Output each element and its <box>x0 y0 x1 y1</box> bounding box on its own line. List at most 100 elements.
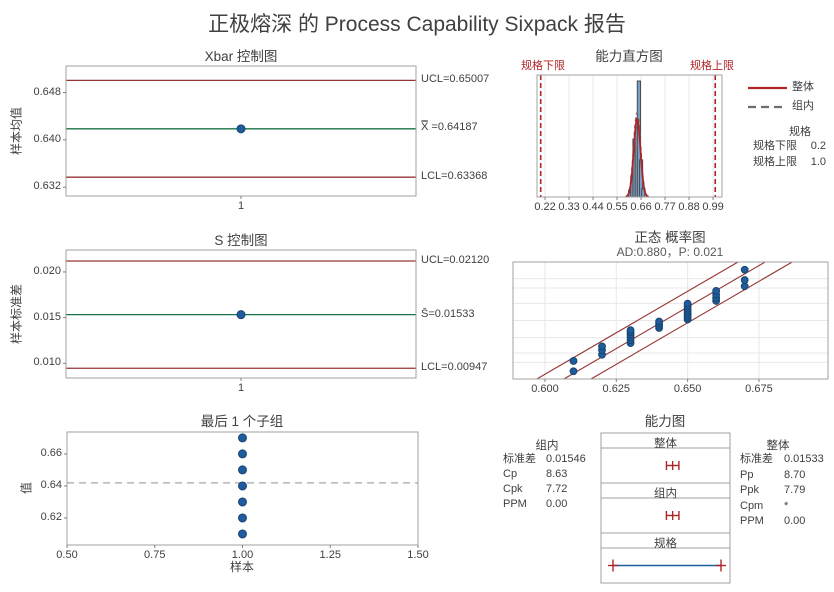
hist-x-tick-label: 0.22 <box>534 201 556 213</box>
cap-box <box>600 432 731 584</box>
lastsub-point <box>238 465 247 475</box>
schart-y-tick-label: 0.020 <box>33 264 61 277</box>
overall-stat-label: Pp <box>740 468 754 481</box>
report-title: 正极熔深 的 Process Capability Sixpack 报告 <box>208 13 626 36</box>
lsl-flag-label: 规格下限 <box>521 60 565 72</box>
prob-x-tick-label: 0.650 <box>673 383 702 395</box>
hist-x-tick-label: 0.88 <box>678 201 700 213</box>
histogram-title: 能力直方图 <box>595 49 663 64</box>
s-chart-title: S 控制图 <box>214 233 268 248</box>
hist-x-tick-label: 0.55 <box>606 201 628 213</box>
lastsub-point <box>238 529 247 539</box>
prob-x-tick-label: 0.625 <box>602 383 631 395</box>
xbar-point <box>236 124 246 134</box>
s-y-axis-label: 样本标准差 <box>9 283 24 345</box>
s-center-label: S̄=0.01533 <box>421 308 475 320</box>
probability-plot-subtitle: AD:0.880，P: 0.021 <box>616 245 724 259</box>
overall-stat-value: 0.00 <box>784 515 806 527</box>
overall-stat-value: 0.01533 <box>784 453 824 465</box>
prob-point <box>569 367 578 376</box>
lastsub-point <box>238 497 247 507</box>
overall-stat-label: 标准差 <box>740 453 773 465</box>
overall-stat-label: PPM <box>740 515 764 527</box>
xbar-y-tick-label: 0.632 <box>33 180 61 193</box>
overall-stats-header: 整体 <box>766 440 790 452</box>
spec-usl-label: 规格上限 <box>753 156 797 168</box>
prob-x-tick-label: 0.600 <box>531 383 559 395</box>
within-stats-header: 组内 <box>535 440 559 452</box>
last-subgroup-title: 最后 1 个子组 <box>200 414 284 429</box>
schart-y-tick-label: 0.010 <box>33 356 61 369</box>
prob-point <box>569 357 578 365</box>
lastsub-y-axis-label: 值 <box>19 481 34 495</box>
lastsub-x-axis-label: 样本 <box>229 560 255 574</box>
within-stat-label: Cpk <box>503 483 523 495</box>
lastsub-point <box>238 513 247 523</box>
schart-y-tick-label: 0.015 <box>33 310 61 323</box>
prob-fit-line <box>563 261 766 380</box>
prob-x-tick-label: 0.675 <box>745 383 773 395</box>
spec-lsl-value: 0.2 <box>810 140 826 152</box>
lastsub-point <box>238 433 247 443</box>
xbar-ucl-label: UCL=0.65007 <box>421 73 490 85</box>
prob-point <box>683 299 692 308</box>
hist-x-tick-label: 0.44 <box>582 201 604 213</box>
xbar-y-tick-label: 0.648 <box>33 85 61 98</box>
xbar-y-axis-label: 样本均值 <box>9 106 24 156</box>
xbar-x-tick-label: 1 <box>237 200 245 212</box>
lastsub-y-tick-label: 0.64 <box>40 478 62 491</box>
spec-lsl-label: 规格下限 <box>753 140 797 152</box>
lastsub-x-tick-label: 1.50 <box>407 549 429 561</box>
within-stat-label: PPM <box>503 498 527 510</box>
legend-within-label: 组内 <box>792 100 814 112</box>
cap-section-overall-label: 整体 <box>654 438 677 450</box>
hist-plot-border <box>536 74 723 198</box>
within-stat-value: 8.63 <box>546 468 568 480</box>
xbar-chart-title: Xbar 控制图 <box>204 49 278 64</box>
prob-point <box>598 342 606 351</box>
overall-stat-label: Ppk <box>740 484 759 496</box>
schart-point <box>236 310 246 320</box>
within-stat-value: 0.00 <box>546 498 568 510</box>
prob-point <box>740 276 749 284</box>
cap-section-spec-label: 规格 <box>654 538 677 550</box>
prob-upper-band <box>590 261 793 380</box>
lastsub-point <box>238 481 247 491</box>
hist-x-tick-label: 0.66 <box>630 201 652 213</box>
prob-point <box>655 317 663 326</box>
xbar-y-tick-label: 0.640 <box>33 132 61 145</box>
usl-flag-label: 规格上限 <box>690 60 734 72</box>
hist-x-tick-label: 0.77 <box>654 201 676 213</box>
s-lcl-label: LCL=0.00947 <box>421 361 488 373</box>
lastsub-y-tick-label: 0.66 <box>40 446 62 459</box>
spec-table-header: 规格 <box>789 126 811 138</box>
legend-overall-label: 整体 <box>792 81 814 93</box>
xbar-lcl-label: LCL=0.63368 <box>421 170 488 182</box>
capability-plot-title: 能力图 <box>644 414 686 429</box>
overall-stat-label: Cpm <box>740 499 764 512</box>
prob-point <box>626 326 635 335</box>
lastsub-y-tick-label: 0.62 <box>40 510 62 523</box>
lastsub-x-tick-label: 0.50 <box>56 549 78 561</box>
overall-stat-value: 7.79 <box>784 484 806 496</box>
within-stat-value: 7.72 <box>546 483 568 495</box>
lastsub-x-tick-label: 0.75 <box>144 549 166 561</box>
prob-plot-border <box>512 261 829 380</box>
overall-stat-value: 8.70 <box>784 468 806 481</box>
overall-stat-value: * <box>784 499 789 512</box>
hist-x-tick-label: 0.99 <box>702 201 724 213</box>
within-stat-value: 0.01546 <box>546 453 586 465</box>
lastsub-x-tick-label: 1.00 <box>231 549 254 561</box>
s-ucl-label: UCL=0.02120 <box>421 254 490 266</box>
within-stat-label: Cp <box>503 468 518 480</box>
hist-overall-curve <box>625 116 649 198</box>
schart-x-tick-label: 1 <box>237 382 245 394</box>
hist-x-tick-label: 0.33 <box>558 201 580 213</box>
within-stat-label: 标准差 <box>503 453 536 465</box>
probability-plot-title: 正态 概率图 <box>634 230 706 245</box>
prob-point <box>740 265 749 274</box>
prob-point <box>712 286 721 295</box>
lastsub-x-tick-label: 1.25 <box>319 549 341 561</box>
